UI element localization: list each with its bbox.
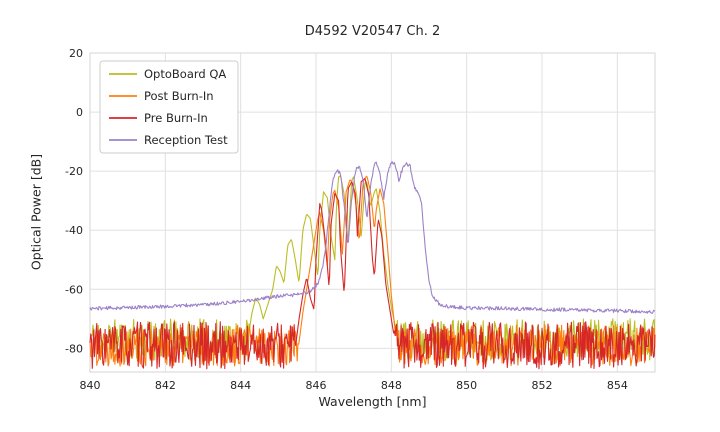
legend-label: OptoBoard QA — [144, 67, 226, 81]
legend: OptoBoard QA Post Burn-In Pre Burn-In Recep… — [99, 60, 239, 154]
x-axis-label: Wavelength [nm] — [318, 394, 427, 409]
svg-text:-20: -20 — [65, 165, 83, 178]
chart-title: D4592 V20547 Ch. 2 — [304, 24, 441, 39]
svg-text:846: 846 — [306, 379, 327, 392]
y-tick-labels: 20 0 -20 -40 -60 -80 — [65, 47, 83, 355]
svg-text:854: 854 — [607, 379, 628, 392]
svg-text:0: 0 — [76, 106, 83, 119]
svg-text:842: 842 — [155, 379, 176, 392]
svg-text:-60: -60 — [65, 283, 83, 296]
series-pre-burn-in — [89, 177, 656, 370]
svg-text:848: 848 — [381, 379, 402, 392]
svg-text:-80: -80 — [65, 342, 83, 355]
svg-text:-40: -40 — [65, 224, 83, 237]
svg-text:850: 850 — [456, 379, 477, 392]
legend-label: Pre Burn-In — [144, 111, 208, 125]
svg-text:844: 844 — [230, 379, 251, 392]
legend-label: Post Burn-In — [144, 89, 214, 103]
series-reception-test — [89, 161, 656, 314]
legend-box — [99, 60, 239, 154]
svg-text:840: 840 — [80, 379, 101, 392]
svg-text:852: 852 — [532, 379, 553, 392]
plot-border — [89, 52, 656, 373]
svg-text:20: 20 — [69, 47, 83, 60]
legend-label: Reception Test — [144, 133, 228, 147]
x-tick-labels: 840 842 844 846 848 850 852 854 — [80, 379, 628, 392]
